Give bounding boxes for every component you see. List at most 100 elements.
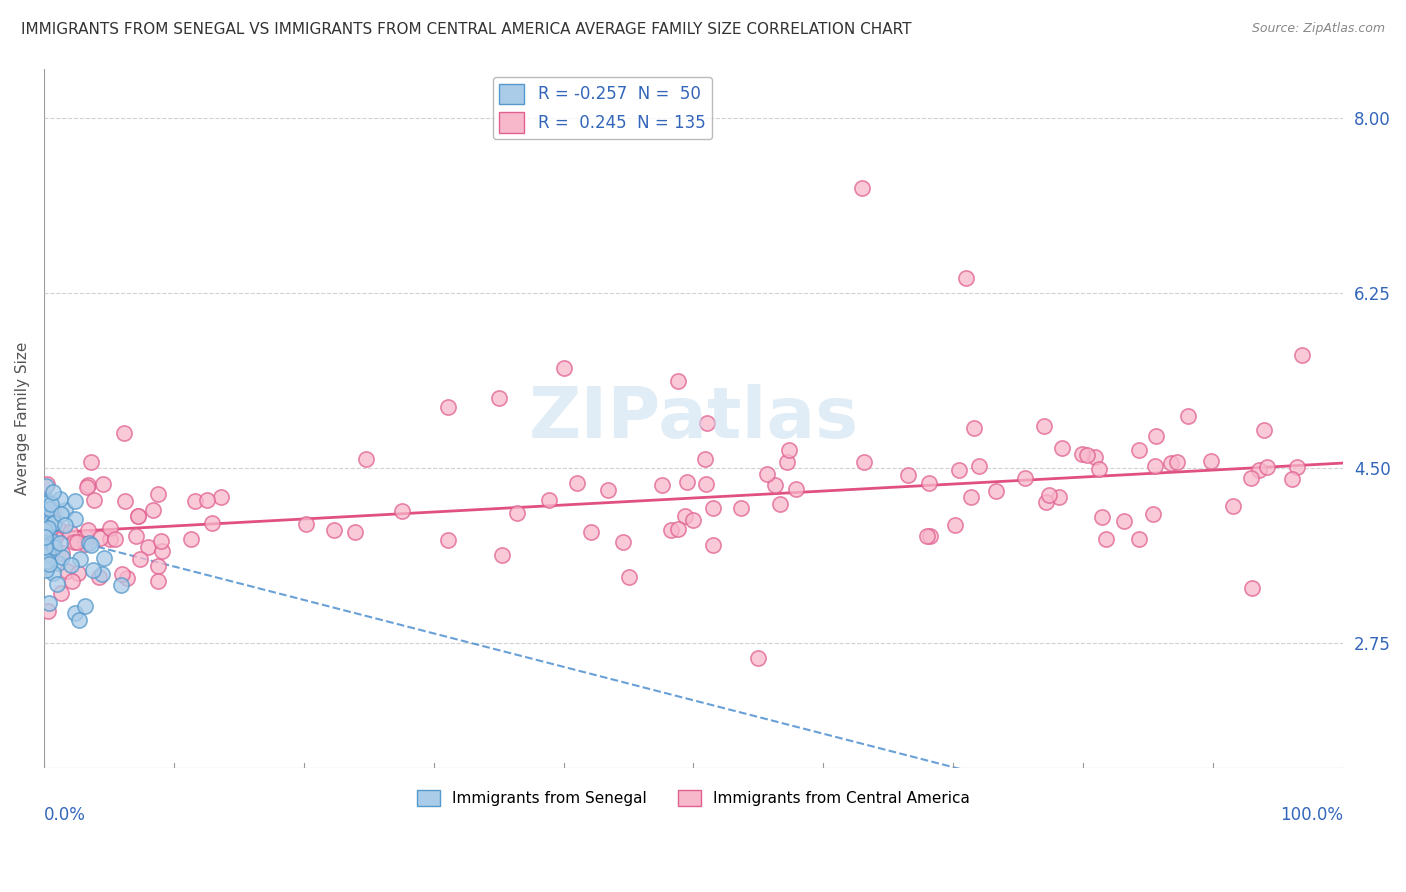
Point	[35, 496, 58, 510]
Point	[82, 563, 104, 577]
Text: Source: ZipAtlas.com: Source: ZipAtlas.com	[1251, 22, 1385, 36]
Point	[769, 498, 792, 512]
Point	[42, 516, 65, 530]
Point	[34, 530, 56, 544]
Point	[1291, 348, 1313, 362]
Point	[553, 361, 575, 376]
Point	[41, 543, 63, 558]
Point	[180, 532, 202, 546]
Point	[343, 525, 366, 540]
Point	[537, 493, 560, 508]
Point	[38, 596, 60, 610]
Point	[851, 181, 873, 195]
Point	[42, 516, 65, 531]
Point	[142, 503, 165, 517]
Point	[80, 538, 103, 552]
Point	[63, 606, 86, 620]
Point	[39, 522, 62, 536]
Point	[763, 477, 786, 491]
Point	[730, 501, 752, 516]
Point	[34, 534, 56, 549]
Point	[37, 549, 59, 564]
Point	[955, 271, 977, 285]
Point	[702, 538, 724, 552]
Point	[969, 459, 991, 474]
Point	[44, 531, 66, 545]
Point	[51, 546, 73, 560]
Point	[195, 493, 218, 508]
Point	[42, 504, 65, 518]
Point	[67, 566, 90, 580]
Point	[114, 493, 136, 508]
Point	[80, 455, 103, 469]
Point	[34, 542, 56, 557]
Point	[853, 454, 876, 468]
Point	[37, 496, 59, 510]
Point	[184, 494, 207, 508]
Point	[1144, 429, 1167, 443]
Y-axis label: Average Family Size: Average Family Size	[15, 342, 30, 495]
Point	[34, 523, 56, 537]
Point	[77, 478, 100, 492]
Point	[136, 541, 159, 555]
Point	[41, 508, 63, 523]
Point	[1201, 453, 1223, 467]
Point	[63, 535, 86, 549]
Point	[115, 571, 138, 585]
Point	[49, 536, 72, 550]
Point	[89, 531, 111, 545]
Point	[45, 577, 67, 591]
Point	[83, 493, 105, 508]
Point	[695, 476, 717, 491]
Point	[917, 529, 939, 543]
Point	[1084, 450, 1107, 465]
Point	[77, 535, 100, 549]
Point	[294, 516, 316, 531]
Point	[702, 500, 724, 515]
Point	[75, 530, 97, 544]
Point	[49, 491, 72, 506]
Point	[87, 569, 110, 583]
Point	[66, 535, 89, 549]
Point	[51, 550, 73, 565]
Point	[666, 522, 689, 536]
Point	[676, 475, 699, 490]
Point	[1050, 441, 1073, 455]
Point	[41, 520, 63, 534]
Point	[34, 540, 56, 554]
Point	[1038, 487, 1060, 501]
Point	[53, 518, 76, 533]
Point	[38, 557, 60, 571]
Point	[437, 400, 460, 414]
Point	[567, 476, 589, 491]
Point	[91, 477, 114, 491]
Point	[778, 443, 800, 458]
Point	[104, 532, 127, 546]
Point	[1177, 409, 1199, 424]
Point	[1240, 471, 1263, 485]
Text: ZIPatlas: ZIPatlas	[529, 384, 859, 452]
Point	[91, 566, 114, 581]
Point	[1091, 509, 1114, 524]
Point	[41, 533, 63, 548]
Point	[146, 559, 169, 574]
Point	[41, 497, 63, 511]
Point	[1035, 495, 1057, 509]
Point	[35, 479, 58, 493]
Point	[34, 513, 56, 527]
Point	[1160, 456, 1182, 470]
Point	[1256, 459, 1278, 474]
Point	[1088, 462, 1111, 476]
Point	[63, 494, 86, 508]
Point	[666, 374, 689, 388]
Point	[111, 567, 134, 582]
Point	[897, 467, 920, 482]
Point	[1095, 533, 1118, 547]
Point	[127, 508, 149, 523]
Point	[1222, 499, 1244, 513]
Point	[67, 614, 90, 628]
Point	[35, 493, 58, 508]
Point	[150, 534, 173, 549]
Point	[63, 512, 86, 526]
Point	[37, 604, 59, 618]
